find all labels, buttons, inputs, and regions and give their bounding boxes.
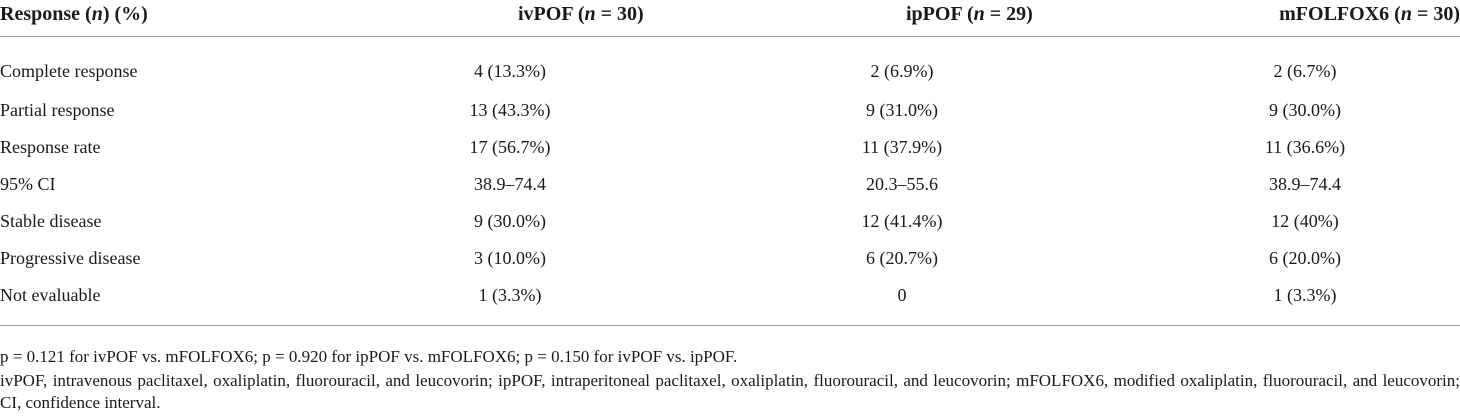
cell-value: 13 (43.3%) (469, 99, 551, 120)
row-label: 95% CI (0, 173, 56, 194)
cell-ippof: 11 (37.9%) (800, 128, 1138, 165)
cell-ivpof: 38.9–74.4 (470, 165, 800, 202)
header-response: Response (n) (%) (0, 3, 148, 25)
cell-value: 1 (3.3%) (1273, 284, 1337, 305)
cell-value: 17 (56.7%) (469, 136, 551, 157)
cell-value: 9 (30.0%) (1269, 99, 1341, 120)
table-row: Complete response 4 (13.3%) 2 (6.9%) 2 (6.7… (0, 37, 1460, 92)
cell-mfolfox6: 12 (40%) (1138, 202, 1460, 239)
cell-mfolfox6: 6 (20.0%) (1138, 239, 1460, 276)
table-row: Not evaluable 1 (3.3%) 0 1 (3.3%) (0, 276, 1460, 326)
header-ippof: ipPOF (n = 29) (906, 3, 1033, 25)
table-row: Partial response 13 (43.3%) 9 (31.0%) 9 (30… (0, 91, 1460, 128)
cell-value: 2 (6.9%) (870, 61, 934, 81)
row-label: Complete response (0, 61, 138, 81)
cell-mfolfox6: 11 (36.6%) (1138, 128, 1460, 165)
row-label: Progressive disease (0, 247, 141, 268)
cell-value: 12 (41.4%) (861, 210, 943, 231)
cell-value: 3 (10.0%) (474, 247, 546, 268)
cell-value: 11 (36.6%) (1264, 136, 1346, 157)
cell-ippof: 9 (31.0%) (800, 91, 1138, 128)
cell-mfolfox6: 2 (6.7%) (1138, 37, 1460, 92)
cell-value: 38.9–74.4 (1269, 173, 1341, 194)
cell-ippof: 12 (41.4%) (800, 202, 1138, 239)
row-label: Stable disease (0, 210, 102, 231)
row-label: Partial response (0, 99, 115, 120)
header-ivpof: ivPOF (n = 30) (518, 3, 644, 25)
response-table: Response (n) (%) ivPOF (n = 30) ipPOF (n… (0, 0, 1460, 326)
cell-value: 9 (30.0%) (474, 210, 546, 231)
cell-ippof: 2 (6.9%) (800, 37, 1138, 92)
cell-value: 0 (897, 284, 907, 305)
cell-value: 6 (20.7%) (866, 247, 938, 268)
row-label: Response rate (0, 136, 101, 157)
cell-mfolfox6: 38.9–74.4 (1138, 165, 1460, 202)
cell-ippof: 0 (800, 276, 1138, 326)
cell-ivpof: 4 (13.3%) (470, 37, 800, 92)
table-row: Progressive disease 3 (10.0%) 6 (20.7%) 6 (… (0, 239, 1460, 276)
cell-ippof: 6 (20.7%) (800, 239, 1138, 276)
cell-value: 1 (3.3%) (478, 284, 542, 305)
cell-ivpof: 9 (30.0%) (470, 202, 800, 239)
cell-ippof: 20.3–55.6 (800, 165, 1138, 202)
footnote-abbreviations: ivPOF, intravenous paclitaxel, oxaliplat… (0, 371, 1460, 412)
table-row: Response rate 17 (56.7%) 11 (37.9%) 11 (36.… (0, 128, 1460, 165)
cell-value: 4 (13.3%) (474, 61, 546, 81)
cell-ivpof: 3 (10.0%) (470, 239, 800, 276)
table-row: 95% CI 38.9–74.4 20.3–55.6 38.9–74.4 (0, 165, 1460, 202)
cell-value: 12 (40%) (1271, 210, 1339, 231)
row-label: Not evaluable (0, 284, 101, 305)
cell-ivpof: 13 (43.3%) (470, 91, 800, 128)
header-row: Response (n) (%) ivPOF (n = 30) ipPOF (n… (0, 0, 1460, 37)
cell-mfolfox6: 1 (3.3%) (1138, 276, 1460, 326)
footnote-pvalues: p = 0.121 for ivPOF vs. mFOLFOX6; p = 0.… (0, 347, 738, 366)
table-row: Stable disease 9 (30.0%) 12 (41.4%) 12 (40%… (0, 202, 1460, 239)
cell-value: 6 (20.0%) (1269, 247, 1341, 268)
cell-value: 38.9–74.4 (474, 173, 546, 194)
cell-value: 2 (6.7%) (1273, 61, 1337, 81)
cell-ivpof: 17 (56.7%) (470, 128, 800, 165)
cell-value: 11 (37.9%) (861, 136, 943, 157)
cell-value: 20.3–55.6 (866, 173, 938, 194)
cell-mfolfox6: 9 (30.0%) (1138, 91, 1460, 128)
header-mfolfox6: mFOLFOX6 (n = 30) (1279, 3, 1460, 25)
cell-ivpof: 1 (3.3%) (470, 276, 800, 326)
table-footnotes: p = 0.121 for ivPOF vs. mFOLFOX6; p = 0.… (0, 346, 1460, 414)
cell-value: 9 (31.0%) (866, 99, 938, 120)
